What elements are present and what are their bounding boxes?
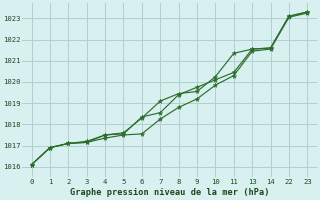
X-axis label: Graphe pression niveau de la mer (hPa): Graphe pression niveau de la mer (hPa): [70, 188, 269, 197]
